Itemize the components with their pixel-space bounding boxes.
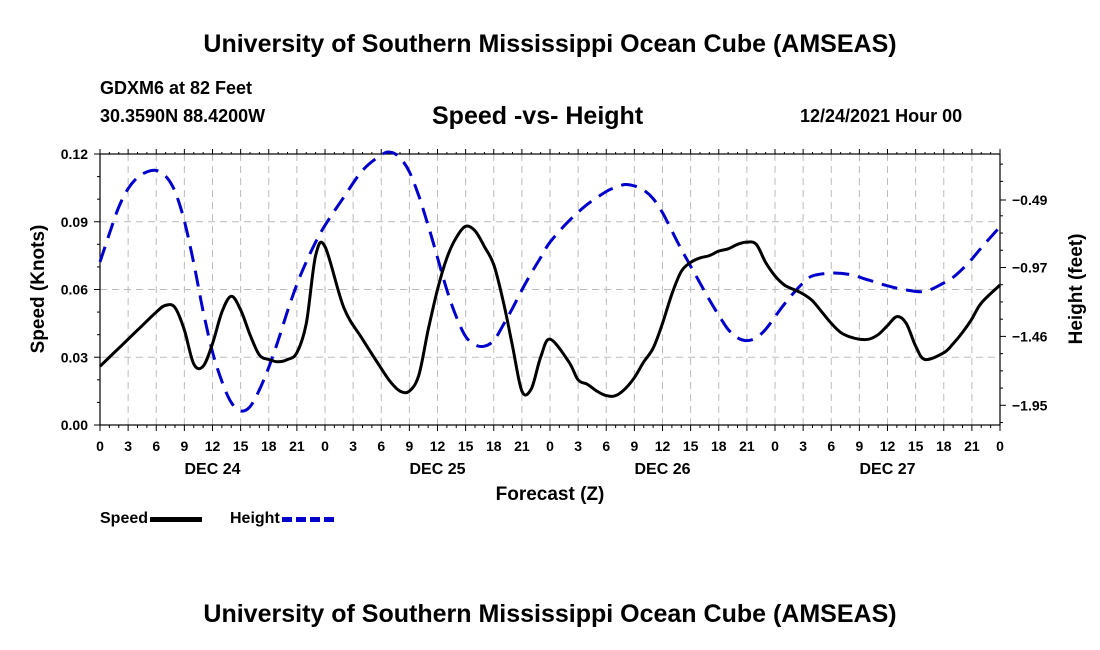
x-tick-label: 6	[827, 438, 835, 454]
day-label: DEC 26	[634, 461, 690, 478]
x-tick-label: 6	[602, 438, 610, 454]
coordinates-label: 30.3590N 88.4200W	[100, 106, 266, 126]
legend-label-height: Height	[230, 510, 280, 527]
x-tick-label: 18	[261, 438, 277, 454]
x-tick-label: 3	[799, 438, 807, 454]
x-tick-label: 0	[96, 438, 104, 454]
x-tick-label: 12	[205, 438, 221, 454]
y-tick-label: 0.03	[61, 349, 88, 365]
legend-label-speed: Speed	[100, 510, 149, 527]
series-line-speed	[98, 224, 1002, 398]
x-tick-label: 18	[711, 438, 727, 454]
x-tick-label: 3	[124, 438, 132, 454]
legend-swatch-speed	[150, 516, 203, 522]
axis-ticks	[94, 149, 1006, 431]
x-tick-label: 12	[430, 438, 446, 454]
y-tick-label: 0.06	[61, 282, 88, 298]
x-tick-label: 6	[152, 438, 160, 454]
x-tick-label: 3	[574, 438, 582, 454]
x-axis-label: Forecast (Z)	[496, 484, 605, 505]
y-right-tick-label: −1.95	[1012, 397, 1048, 413]
series-lines	[98, 150, 1002, 413]
x-tick-label: 9	[405, 438, 413, 454]
y-axis-label-right: Height (feet)	[1066, 234, 1087, 345]
x-tick-label: 9	[180, 438, 188, 454]
x-tick-label: 0	[321, 438, 329, 454]
x-tick-label: 15	[683, 438, 699, 454]
grid-lines	[100, 154, 1000, 425]
x-tick-label: 0	[771, 438, 779, 454]
legend-swatch-height	[281, 516, 334, 522]
x-tick-label: 12	[655, 438, 671, 454]
legend-item-height: Height	[230, 510, 334, 528]
x-tick-label: 6	[377, 438, 385, 454]
legend-item-speed: Speed	[100, 510, 203, 528]
x-tick-label: 15	[233, 438, 249, 454]
x-tick-label: 21	[289, 438, 305, 454]
y-tick-label: 0.12	[61, 146, 88, 162]
x-tick-label: 21	[514, 438, 530, 454]
station-label: GDXM6 at 82 Feet	[100, 78, 253, 98]
x-tick-label: 9	[630, 438, 638, 454]
chart-subtitle: Speed -vs- Height	[432, 102, 644, 130]
day-label: DEC 24	[184, 461, 240, 478]
y-right-tick-label: −0.49	[1012, 192, 1048, 208]
x-tick-label: 3	[349, 438, 357, 454]
forecast-date-label: 12/24/2021 Hour 00	[800, 106, 963, 126]
y-tick-label: 0.00	[61, 417, 88, 433]
x-tick-label: 18	[486, 438, 502, 454]
y-right-tick-label: −0.97	[1012, 259, 1048, 275]
x-tick-label: 15	[908, 438, 924, 454]
day-label: DEC 27	[859, 461, 915, 478]
day-label: DEC 25	[409, 461, 465, 478]
y-axis-label-left: Speed (Knots)	[28, 225, 49, 354]
x-tick-label: 12	[880, 438, 896, 454]
x-tick-label: 0	[546, 438, 554, 454]
x-tick-label: 18	[936, 438, 952, 454]
x-tick-label: 0	[996, 438, 1004, 454]
chart-title: University of Southern Mississippi Ocean…	[203, 30, 897, 58]
x-tick-label: 21	[964, 438, 980, 454]
x-tick-label: 15	[458, 438, 474, 454]
x-tick-label: 9	[855, 438, 863, 454]
tick-labels: 0 3 6 9 12 15 18 21 0 3 6 9 12 15 18 21 0 3 6 9 12 15 18 21 0 3 6 9…	[61, 146, 1048, 478]
footer-title: University of Southern Mississippi Ocean…	[203, 600, 897, 628]
x-tick-label: 21	[739, 438, 755, 454]
y-right-tick-label: −1.46	[1012, 328, 1048, 344]
y-tick-label: 0.09	[61, 214, 88, 230]
